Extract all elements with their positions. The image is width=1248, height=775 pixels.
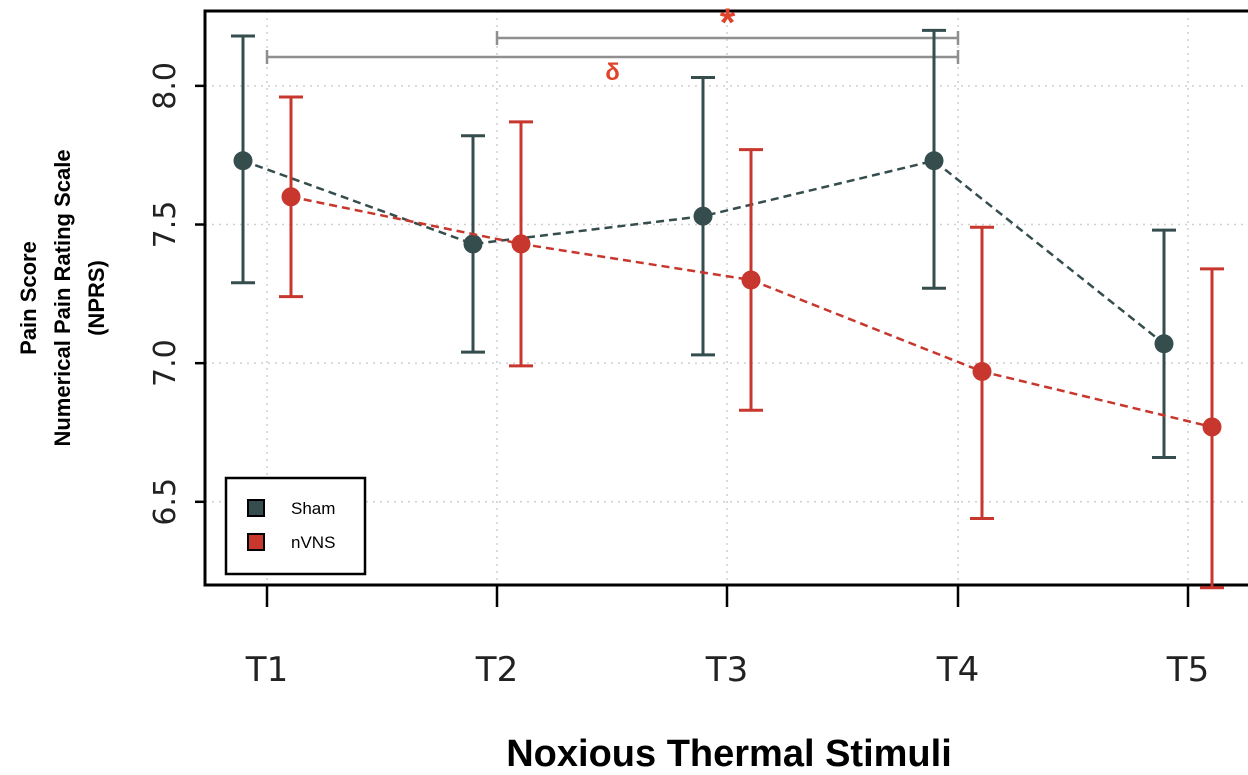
x-axis: T1 T2 T3 T4 T5 <box>245 585 1209 690</box>
data-point-nvns <box>281 187 301 207</box>
data-point-nvns <box>741 270 761 290</box>
series-line-nvns <box>290 195 1213 429</box>
legend-swatch-sham <box>247 499 265 517</box>
x-tick-label: T5 <box>1166 650 1209 690</box>
y-axis-title-line-3: (NPRS) <box>84 260 109 336</box>
y-tick-label: 8.0 <box>148 62 183 110</box>
significance-label: * <box>720 1 736 45</box>
y-axis-title-line-1: Pain Score <box>16 241 41 355</box>
grid-lines <box>205 11 1248 585</box>
x-axis-title: Noxious Thermal Stimuli <box>506 733 952 775</box>
y-tick-label: 7.5 <box>148 201 183 249</box>
data-point-nvns <box>1202 417 1222 437</box>
data-point-sham <box>463 234 483 254</box>
y-axis-title-line-2: Numerical Pain Rating Scale <box>50 149 75 446</box>
data-point-sham <box>233 151 253 171</box>
x-tick-label: T4 <box>936 650 979 690</box>
legend-swatch-nvns <box>247 533 265 551</box>
series-line-sham <box>242 159 1165 345</box>
data-point-sham <box>693 206 713 226</box>
data-point-nvns <box>972 361 992 381</box>
y-tick-label: 7.0 <box>148 339 183 387</box>
x-tick-label: T2 <box>475 650 518 690</box>
data-point-sham <box>924 151 944 171</box>
legend-label-sham: Sham <box>291 499 335 518</box>
y-axis-title: Pain Score Numerical Pain Rating Scale (… <box>16 149 109 446</box>
legend-box <box>224 476 367 576</box>
significance-annotations: *δ <box>265 1 960 86</box>
series-group <box>231 28 1224 590</box>
data-point-sham <box>1154 334 1174 354</box>
x-tick-label: T1 <box>245 650 288 690</box>
y-axis: 6.5 7.0 7.5 8.0 <box>148 62 205 526</box>
data-point-nvns <box>511 234 531 254</box>
legend: Sham nVNS <box>224 476 367 576</box>
legend-label-nvns: nVNS <box>291 533 335 552</box>
significance-label: δ <box>605 59 620 86</box>
x-tick-label: T3 <box>705 650 748 690</box>
plot-frame <box>203 9 1248 587</box>
y-tick-label: 6.5 <box>148 478 183 526</box>
